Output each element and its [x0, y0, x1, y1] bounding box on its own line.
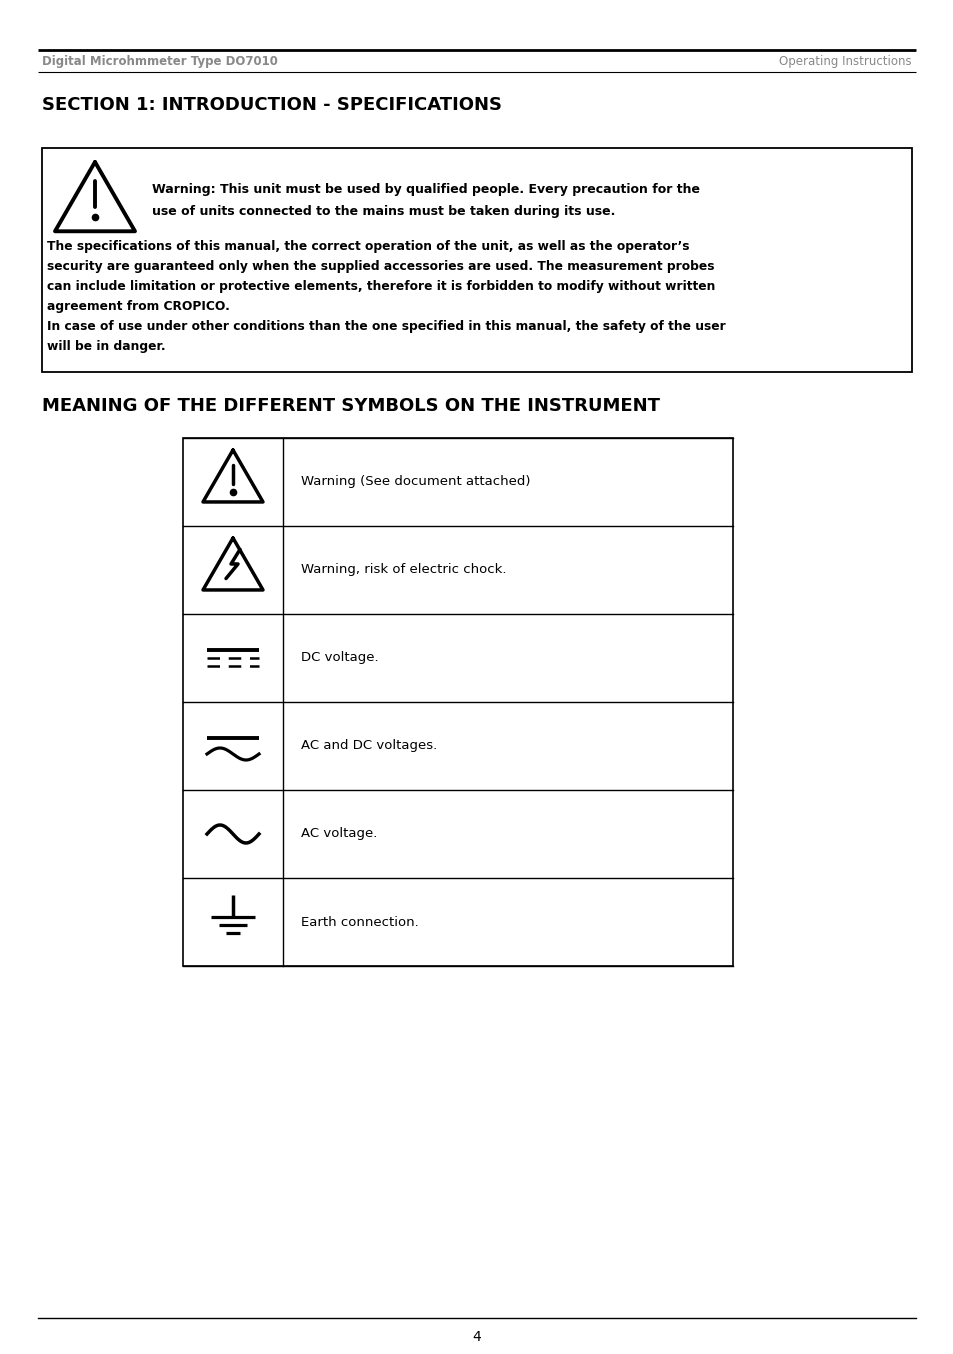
Text: can include limitation or protective elements, therefore it is forbidden to modi: can include limitation or protective ele…	[47, 280, 715, 292]
Text: use of units connected to the mains must be taken during its use.: use of units connected to the mains must…	[152, 204, 615, 218]
Text: Digital Microhmmeter Type DO7010: Digital Microhmmeter Type DO7010	[42, 54, 277, 68]
Bar	[42, 148, 911, 372]
Bar	[183, 437, 732, 965]
Text: SECTION 1: INTRODUCTION - SPECIFICATIONS: SECTION 1: INTRODUCTION - SPECIFICATIONS	[42, 96, 501, 114]
Text: Warning (See document attached): Warning (See document attached)	[301, 475, 530, 489]
Text: AC and DC voltages.: AC and DC voltages.	[301, 739, 436, 753]
Text: 4: 4	[472, 1330, 481, 1345]
Text: Operating Instructions: Operating Instructions	[779, 54, 911, 68]
Text: agreement from CROPICO.: agreement from CROPICO.	[47, 301, 230, 313]
Text: In case of use under other conditions than the one specified in this manual, the: In case of use under other conditions th…	[47, 320, 725, 333]
Text: Earth connection.: Earth connection.	[301, 915, 418, 929]
Text: MEANING OF THE DIFFERENT SYMBOLS ON THE INSTRUMENT: MEANING OF THE DIFFERENT SYMBOLS ON THE …	[42, 397, 659, 414]
Text: will be in danger.: will be in danger.	[47, 340, 166, 353]
Text: AC voltage.: AC voltage.	[301, 827, 377, 841]
Text: DC voltage.: DC voltage.	[301, 651, 378, 665]
Text: Warning, risk of electric chock.: Warning, risk of electric chock.	[301, 563, 506, 577]
Text: Warning: This unit must be used by qualified people. Every precaution for the: Warning: This unit must be used by quali…	[152, 183, 700, 196]
Text: security are guaranteed only when the supplied accessories are used. The measure: security are guaranteed only when the su…	[47, 260, 714, 274]
Text: The specifications of this manual, the correct operation of the unit, as well as: The specifications of this manual, the c…	[47, 240, 689, 253]
